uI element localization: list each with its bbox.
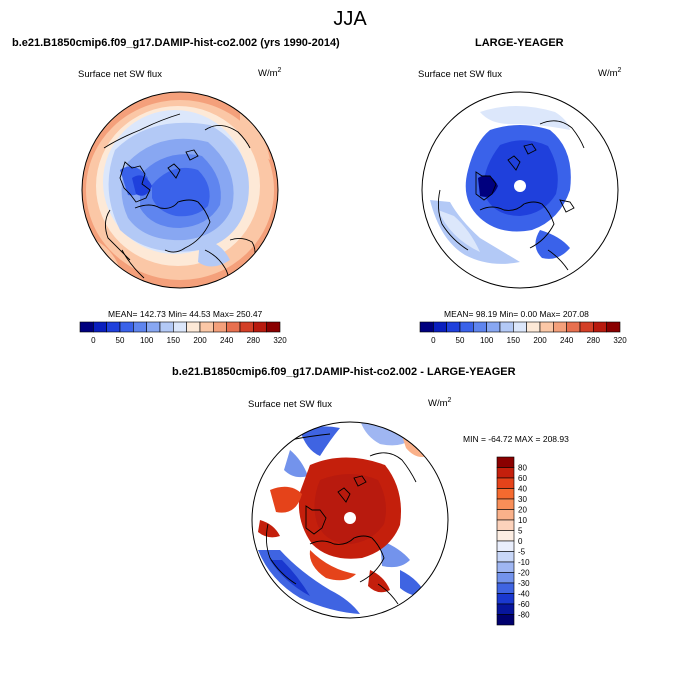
polar-map-obs bbox=[421, 91, 619, 289]
colorbar-swatch bbox=[496, 603, 515, 615]
colorbar-tick-label: -80 bbox=[518, 611, 530, 620]
figure-title: JJA bbox=[333, 8, 367, 30]
colorbar-tick-label: -60 bbox=[518, 600, 530, 609]
colorbar-swatch bbox=[496, 488, 515, 500]
colorbar-tick-label: 40 bbox=[518, 485, 527, 494]
colorbar-swatch bbox=[446, 321, 461, 333]
colorbar-model: 0 50 100 150 200 240 280 320 bbox=[79, 321, 287, 345]
colorbar-tick-label: 280 bbox=[587, 336, 601, 345]
colorbar-swatch bbox=[496, 551, 515, 563]
colorbar-swatch bbox=[93, 321, 107, 333]
colorbar-tick-label: 50 bbox=[456, 336, 465, 345]
colorbar-tick-label: 20 bbox=[518, 506, 527, 515]
panel-stats-model: MEAN= 142.73 Min= 44.53 Max= 250.47 bbox=[108, 309, 263, 319]
colorbar-tick-label: 0 bbox=[431, 336, 436, 345]
colorbar-swatch bbox=[473, 321, 487, 333]
colorbar-swatch bbox=[526, 321, 541, 333]
colorbar-swatch bbox=[433, 321, 447, 333]
colorbar-tick-label: 60 bbox=[518, 474, 527, 483]
colorbar-swatch bbox=[106, 321, 121, 333]
panel-units-diff: W/m2 bbox=[428, 397, 452, 410]
colorbar-swatch bbox=[496, 572, 515, 584]
colorbar-swatch bbox=[239, 321, 254, 333]
colorbar-tick-label: 200 bbox=[193, 336, 207, 345]
colorbar-tick-label: 280 bbox=[247, 336, 261, 345]
colorbar-swatch bbox=[496, 509, 515, 521]
colorbar-swatch bbox=[459, 321, 474, 333]
colorbar-tick-label: 100 bbox=[140, 336, 154, 345]
panel-title-diff: b.e21.B1850cmip6.f09_g17.DAMIP-hist-co2.… bbox=[172, 366, 516, 378]
colorbar-tick-label: 100 bbox=[480, 336, 494, 345]
colorbar-swatch bbox=[419, 321, 434, 333]
colorbar-tick-label: -5 bbox=[518, 548, 526, 557]
colorbar-swatch bbox=[226, 321, 241, 333]
colorbar-swatch bbox=[159, 321, 174, 333]
colorbar-tick-label: 10 bbox=[518, 516, 527, 525]
colorbar-swatch bbox=[213, 321, 227, 333]
colorbar-swatch bbox=[496, 519, 515, 531]
colorbar-tick-label: 320 bbox=[613, 336, 627, 345]
colorbar-swatch bbox=[539, 321, 554, 333]
colorbar-swatch bbox=[133, 321, 147, 333]
colorbar-tick-label: -40 bbox=[518, 590, 530, 599]
colorbar-swatch bbox=[566, 321, 581, 333]
colorbar-tick-label: 200 bbox=[533, 336, 547, 345]
colorbar-swatch bbox=[266, 321, 281, 333]
colorbar-swatch bbox=[186, 321, 201, 333]
colorbar-tick-label: 30 bbox=[518, 495, 527, 504]
colorbar-swatch bbox=[496, 467, 515, 479]
panel-units-model: W/m2 bbox=[258, 67, 282, 80]
colorbar-swatch bbox=[119, 321, 134, 333]
colorbar-obs: 0 50 100 150 200 240 280 320 bbox=[419, 321, 627, 345]
colorbar-tick-label: 150 bbox=[167, 336, 181, 345]
polar-map-model bbox=[81, 91, 279, 289]
colorbar-tick-label: 0 bbox=[91, 336, 96, 345]
panel-label-diff: Surface net SW flux bbox=[248, 399, 332, 410]
colorbar-swatch bbox=[496, 530, 515, 542]
colorbar-swatch bbox=[496, 540, 515, 552]
panel-label-model: Surface net SW flux bbox=[78, 69, 162, 80]
colorbar-swatch bbox=[606, 321, 621, 333]
colorbar-tick-label: -10 bbox=[518, 558, 530, 567]
colorbar-swatch bbox=[486, 321, 501, 333]
panel-label-obs: Surface net SW flux bbox=[418, 69, 502, 80]
colorbar-swatch bbox=[496, 614, 515, 626]
colorbar-swatch bbox=[496, 561, 515, 573]
colorbar-swatch bbox=[146, 321, 161, 333]
colorbar-swatch bbox=[496, 593, 515, 605]
colorbar-swatch bbox=[496, 582, 515, 594]
colorbar-swatch bbox=[579, 321, 594, 333]
colorbar-tick-label: 320 bbox=[273, 336, 287, 345]
colorbar-swatch bbox=[496, 498, 515, 510]
colorbar-tick-label: 5 bbox=[518, 527, 523, 536]
panel-stats-obs: MEAN= 98.19 Min= 0.00 Max= 207.08 bbox=[444, 309, 589, 319]
colorbar-swatch bbox=[553, 321, 567, 333]
colorbar-tick-label: 80 bbox=[518, 464, 527, 473]
colorbar-tick-label: 50 bbox=[116, 336, 125, 345]
colorbar-swatch bbox=[253, 321, 267, 333]
colorbar-tick-label: 240 bbox=[220, 336, 234, 345]
panel-stats-diff: MIN = -64.72 MAX = 208.93 bbox=[463, 434, 569, 444]
colorbar-tick-label: 0 bbox=[518, 537, 523, 546]
colorbar-swatch bbox=[496, 456, 515, 468]
panel-units-obs: W/m2 bbox=[598, 67, 622, 80]
colorbar-tick-label: 240 bbox=[560, 336, 574, 345]
polar-map-diff bbox=[251, 421, 449, 619]
colorbar-swatch bbox=[499, 321, 514, 333]
colorbar-swatch bbox=[199, 321, 214, 333]
colorbar-tick-label: -20 bbox=[518, 569, 530, 578]
panel-title-model: b.e21.B1850cmip6.f09_g17.DAMIP-hist-co2.… bbox=[12, 37, 340, 49]
colorbar-swatch bbox=[593, 321, 607, 333]
colorbar-swatch bbox=[79, 321, 94, 333]
colorbar-swatch bbox=[496, 477, 515, 489]
colorbar-tick-label: 150 bbox=[507, 336, 521, 345]
colorbar-tick-label: -30 bbox=[518, 579, 530, 588]
colorbar-swatch bbox=[513, 321, 527, 333]
colorbar-swatch bbox=[173, 321, 187, 333]
panel-title-obs: LARGE-YEAGER bbox=[475, 37, 564, 49]
